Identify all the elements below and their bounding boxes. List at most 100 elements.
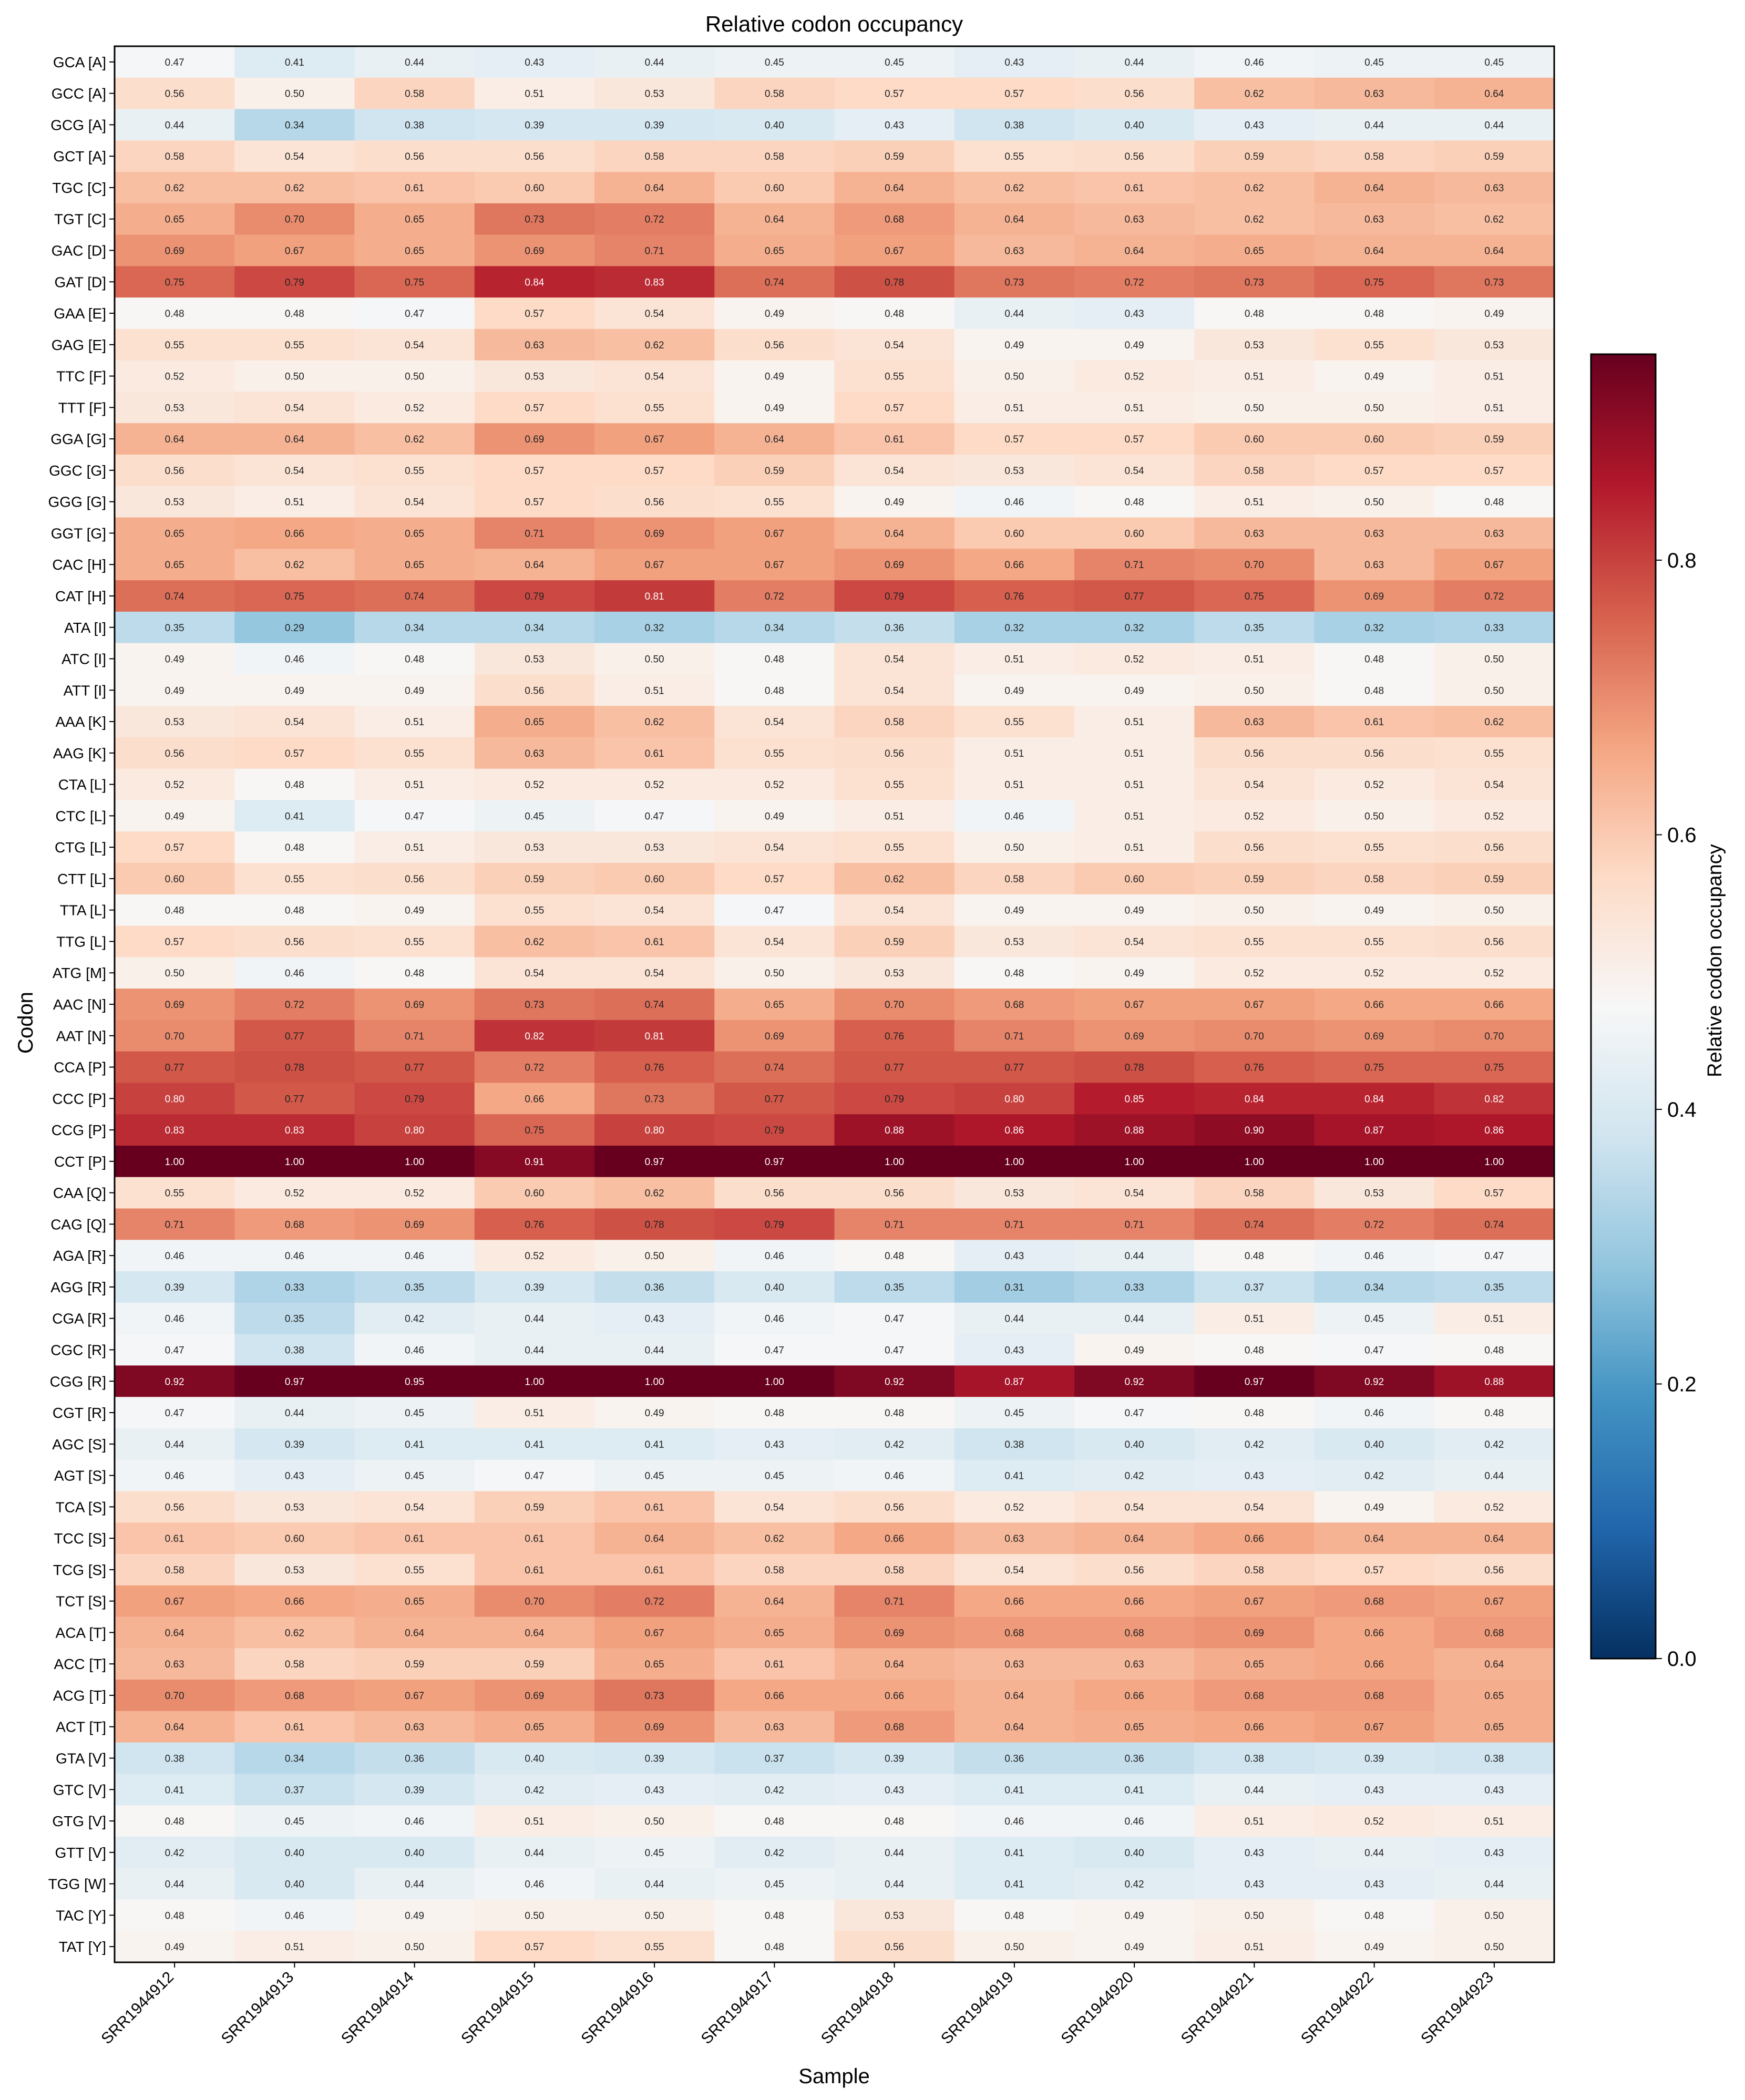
heatmap-cell bbox=[354, 643, 475, 675]
cell-value-label: 0.56 bbox=[405, 151, 424, 162]
heatmap-cell bbox=[714, 1240, 835, 1272]
cell-value-label: 0.97 bbox=[285, 1376, 304, 1387]
cell-value-label: 0.51 bbox=[1245, 1314, 1264, 1325]
cell-value-label: 0.51 bbox=[1484, 1314, 1504, 1325]
cell-value-label: 0.58 bbox=[885, 717, 904, 728]
cell-value-label: 0.58 bbox=[1004, 874, 1024, 885]
heatmap-cell bbox=[1434, 1334, 1555, 1366]
cell-value-label: 0.50 bbox=[1245, 1910, 1264, 1921]
heatmap-cell bbox=[1434, 863, 1555, 895]
cell-value-label: 0.79 bbox=[405, 1094, 424, 1105]
heatmap-cell bbox=[354, 863, 475, 895]
cell-value-label: 0.55 bbox=[1004, 151, 1024, 162]
heatmap-cell bbox=[834, 392, 955, 424]
heatmap-cell bbox=[1194, 1177, 1315, 1209]
cell-value-label: 0.69 bbox=[525, 1691, 544, 1702]
cell-value-label: 0.48 bbox=[165, 308, 184, 320]
heatmap-cell bbox=[1314, 1240, 1435, 1272]
heatmap-cell bbox=[594, 925, 715, 958]
heatmap-cell bbox=[1194, 77, 1315, 110]
heatmap-cell bbox=[1074, 360, 1195, 393]
heatmap-cell bbox=[115, 643, 235, 675]
cell-value-label: 0.57 bbox=[285, 748, 304, 759]
heatmap-cell bbox=[834, 1836, 955, 1869]
y-tick-label: ACT [T] bbox=[56, 1719, 106, 1735]
cell-value-label: 0.48 bbox=[405, 654, 424, 665]
heatmap-cell bbox=[1194, 360, 1315, 393]
cell-value-label: 0.61 bbox=[885, 434, 904, 445]
cell-value-label: 0.56 bbox=[1484, 842, 1504, 853]
cell-value-label: 0.49 bbox=[1125, 340, 1144, 351]
heatmap-cell bbox=[954, 894, 1075, 927]
heatmap-cell bbox=[954, 1899, 1075, 1931]
cell-value-label: 0.51 bbox=[1004, 780, 1024, 791]
heatmap-cell bbox=[474, 1177, 595, 1209]
heatmap-cell bbox=[354, 172, 475, 204]
cell-value-label: 0.67 bbox=[1245, 1000, 1264, 1011]
heatmap-cell bbox=[714, 1020, 835, 1052]
heatmap-cell bbox=[954, 989, 1075, 1021]
heatmap-cell bbox=[834, 77, 955, 110]
heatmap-cell bbox=[714, 360, 835, 393]
cell-value-label: 0.75 bbox=[1245, 591, 1264, 602]
cell-value-label: 0.50 bbox=[1484, 905, 1504, 917]
heatmap-cell bbox=[1194, 1428, 1315, 1460]
cell-value-label: 0.78 bbox=[1125, 1063, 1144, 1074]
cell-value-label: 0.50 bbox=[1364, 497, 1384, 508]
heatmap-cell bbox=[115, 1899, 235, 1931]
heatmap-cell bbox=[474, 77, 595, 110]
y-tick-label: AGC [S] bbox=[52, 1436, 106, 1453]
heatmap-cell bbox=[714, 768, 835, 801]
cell-value-label: 0.57 bbox=[165, 842, 184, 853]
y-tick-label: GCT [A] bbox=[53, 148, 106, 164]
heatmap-cell bbox=[354, 611, 475, 644]
cell-value-label: 0.49 bbox=[285, 685, 304, 696]
heatmap-cell bbox=[1434, 455, 1555, 487]
cell-value-label: 0.67 bbox=[645, 560, 664, 571]
heatmap-cell bbox=[1194, 266, 1315, 298]
heatmap-cell bbox=[714, 1397, 835, 1429]
heatmap-cell bbox=[834, 768, 955, 801]
cell-value-label: 0.41 bbox=[405, 1439, 424, 1450]
cell-value-label: 0.74 bbox=[1484, 1219, 1504, 1230]
cell-value-label: 0.61 bbox=[165, 1533, 184, 1545]
heatmap-cell bbox=[234, 1522, 355, 1555]
cell-value-label: 0.55 bbox=[765, 748, 784, 759]
heatmap-cell bbox=[1314, 611, 1435, 644]
heatmap-cell bbox=[1194, 1585, 1315, 1618]
heatmap-cell bbox=[714, 674, 835, 706]
heatmap-cell bbox=[1314, 643, 1435, 675]
cell-value-label: 0.51 bbox=[1484, 372, 1504, 383]
heatmap-cell bbox=[115, 549, 235, 581]
heatmap-cell bbox=[234, 77, 355, 110]
heatmap-cell bbox=[115, 1365, 235, 1397]
heatmap-cell bbox=[234, 1365, 355, 1397]
cell-value-label: 0.69 bbox=[1245, 1628, 1264, 1639]
cell-value-label: 0.49 bbox=[645, 1408, 664, 1419]
heatmap-cell bbox=[954, 1522, 1075, 1555]
y-tick-label: GAG [E] bbox=[52, 337, 106, 353]
cell-value-label: 0.36 bbox=[1004, 1753, 1024, 1764]
cell-value-label: 0.55 bbox=[885, 842, 904, 853]
cell-value-label: 0.39 bbox=[165, 1282, 184, 1293]
heatmap-cell bbox=[234, 863, 355, 895]
cell-value-label: 0.61 bbox=[285, 1722, 304, 1733]
heatmap-cell bbox=[954, 1020, 1075, 1052]
cell-value-label: 0.57 bbox=[1125, 434, 1144, 445]
heatmap-cell bbox=[234, 297, 355, 330]
heatmap-cell bbox=[714, 1522, 835, 1555]
heatmap-cell bbox=[594, 957, 715, 989]
heatmap-cell bbox=[594, 611, 715, 644]
cell-value-label: 0.43 bbox=[645, 1314, 664, 1325]
cell-value-label: 0.62 bbox=[645, 340, 664, 351]
heatmap-cell bbox=[1074, 234, 1195, 266]
cell-value-label: 0.36 bbox=[645, 1282, 664, 1293]
heatmap-cell bbox=[115, 1774, 235, 1806]
cell-value-label: 0.53 bbox=[1004, 936, 1024, 948]
cell-value-label: 0.77 bbox=[765, 1094, 784, 1105]
y-axis-label: Codon bbox=[14, 992, 37, 1054]
cell-value-label: 0.54 bbox=[285, 403, 304, 414]
y-tick-label: TAT [Y] bbox=[59, 1939, 106, 1955]
cell-value-label: 0.55 bbox=[405, 748, 424, 759]
cell-value-label: 0.40 bbox=[765, 120, 784, 131]
